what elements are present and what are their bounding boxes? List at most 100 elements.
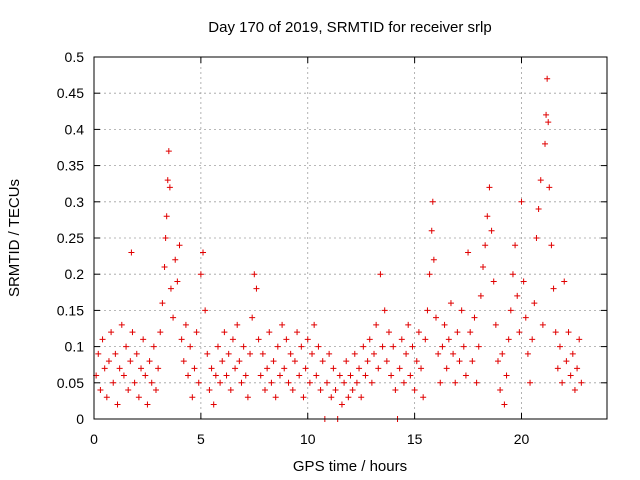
data-point <box>323 379 330 386</box>
data-point <box>403 350 410 357</box>
data-point <box>574 365 581 372</box>
data-point <box>353 379 360 386</box>
data-point <box>366 336 373 343</box>
data-point <box>407 372 414 379</box>
data-point <box>545 119 552 126</box>
data-point <box>469 358 476 365</box>
data-point <box>379 343 386 350</box>
data-point <box>492 321 499 328</box>
data-point <box>146 358 153 365</box>
data-point <box>569 350 576 357</box>
data-point <box>223 372 230 379</box>
data-point <box>424 307 431 314</box>
data-point <box>409 343 416 350</box>
data-point <box>95 350 102 357</box>
data-point <box>462 372 469 379</box>
data-point <box>349 387 356 394</box>
data-point <box>332 387 339 394</box>
data-point <box>358 394 365 401</box>
x-tick-label: 10 <box>300 431 316 447</box>
data-point <box>101 365 108 372</box>
data-point <box>433 314 439 321</box>
data-point <box>272 394 279 401</box>
data-point <box>533 235 540 241</box>
data-point <box>229 336 236 343</box>
data-point <box>157 329 164 336</box>
data-point <box>162 235 169 241</box>
data-point <box>556 343 563 350</box>
data-point <box>539 321 546 328</box>
data-point <box>375 365 382 372</box>
data-point <box>516 329 523 336</box>
y-tick-label: 0.25 <box>57 230 84 246</box>
data-point <box>148 379 155 386</box>
data-point <box>456 358 463 365</box>
y-tick-label: 0.15 <box>57 302 84 318</box>
data-point <box>97 387 104 394</box>
data-point <box>460 343 467 350</box>
data-point <box>567 372 574 379</box>
points-layer <box>93 75 585 422</box>
data-point <box>276 372 283 379</box>
data-point <box>268 379 275 386</box>
data-point <box>471 314 478 321</box>
data-point <box>488 227 495 234</box>
x-tick-label: 5 <box>197 431 205 447</box>
data-point <box>118 321 125 328</box>
data-point <box>490 278 497 285</box>
data-point <box>164 177 171 184</box>
chart-title: Day 170 of 2019, SRMTID for receiver srl… <box>208 19 491 36</box>
data-point <box>274 343 281 350</box>
y-axis-title: SRMTID / TECUs <box>6 179 23 297</box>
data-point <box>120 372 127 379</box>
data-point <box>429 198 436 205</box>
data-point <box>296 372 303 379</box>
data-point <box>535 206 542 213</box>
data-point <box>364 358 371 365</box>
data-point <box>561 278 568 285</box>
data-point <box>480 263 487 270</box>
data-point <box>114 401 121 408</box>
data-point <box>144 401 151 408</box>
data-point <box>195 379 202 386</box>
data-point <box>450 350 457 357</box>
data-point <box>503 372 510 379</box>
data-point <box>317 387 324 394</box>
data-point <box>279 321 286 328</box>
x-axis-title: GPS time / hours <box>293 458 407 475</box>
data-point <box>373 321 380 328</box>
data-point <box>200 249 207 256</box>
data-point <box>125 387 132 394</box>
data-point <box>193 329 200 336</box>
data-point <box>313 372 320 379</box>
data-point <box>182 321 189 328</box>
data-point <box>550 285 557 292</box>
data-point <box>544 75 551 82</box>
data-point <box>116 365 123 372</box>
data-point <box>351 350 358 357</box>
data-point <box>253 285 260 292</box>
data-point <box>185 372 192 379</box>
data-point <box>180 358 187 365</box>
data-point <box>240 343 247 350</box>
data-point <box>285 379 292 386</box>
data-point <box>127 358 134 365</box>
data-point <box>138 365 145 372</box>
data-point <box>486 184 493 191</box>
data-point <box>99 336 106 343</box>
data-point <box>291 358 298 365</box>
data-point <box>475 343 482 350</box>
data-point <box>123 343 130 350</box>
data-point <box>411 387 418 394</box>
data-point <box>232 365 239 372</box>
data-point <box>415 329 422 336</box>
data-point <box>166 184 173 191</box>
data-point <box>501 401 508 408</box>
data-point <box>152 387 159 394</box>
data-point <box>219 358 226 365</box>
data-point <box>420 394 427 401</box>
data-point <box>287 350 294 357</box>
data-point <box>210 401 217 408</box>
data-point <box>413 358 420 365</box>
data-point <box>426 271 433 278</box>
